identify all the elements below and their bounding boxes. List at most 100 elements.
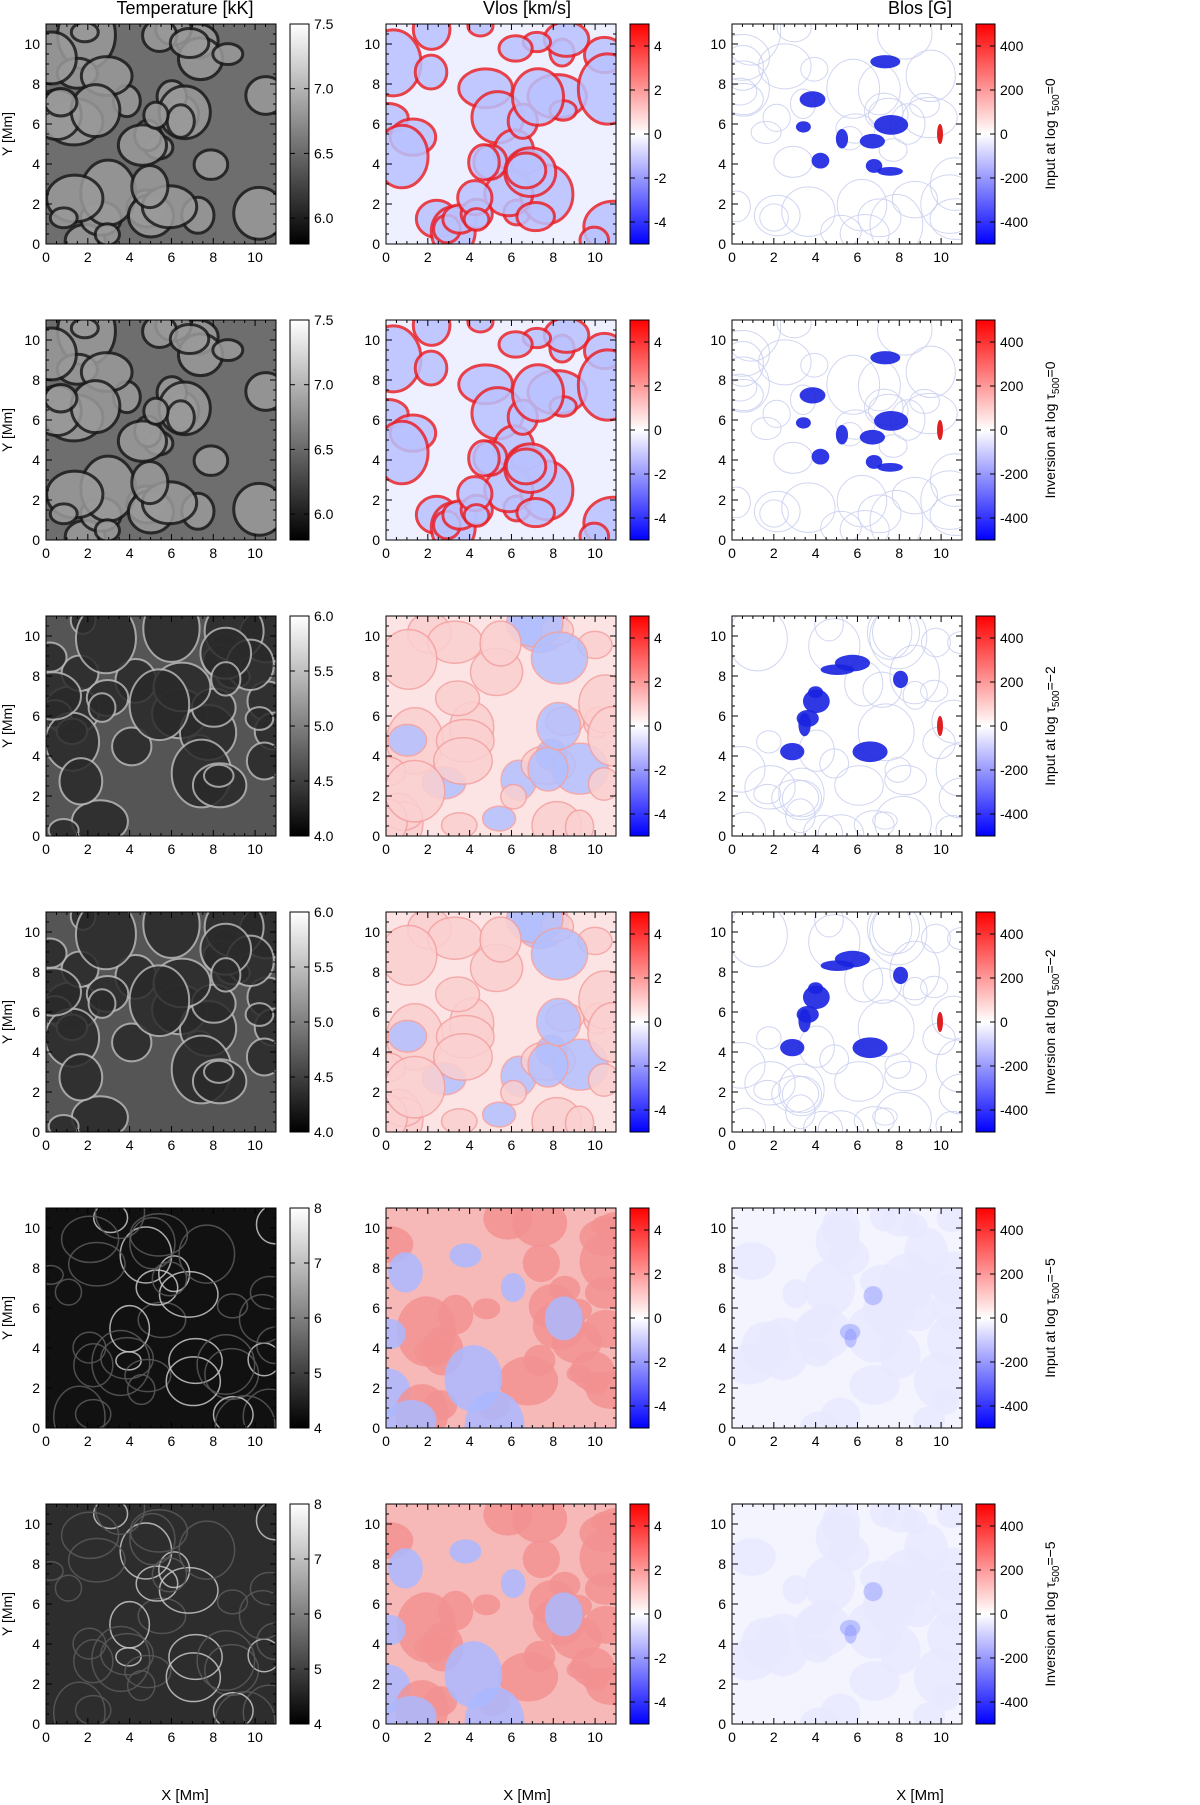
x-tick-label: 0 bbox=[382, 841, 390, 857]
heatmap-cell bbox=[536, 701, 582, 751]
colorbar-tick-label: -4 bbox=[654, 214, 667, 230]
heatmap-cell bbox=[891, 180, 938, 219]
x-tick-label: 0 bbox=[42, 545, 50, 561]
heatmap-cell bbox=[232, 481, 276, 537]
x-tick-label: 2 bbox=[424, 545, 432, 561]
heatmap-cell bbox=[869, 616, 928, 670]
heatmap-cell bbox=[778, 767, 825, 821]
y-tick-label: 10 bbox=[710, 1516, 726, 1532]
heatmap-cell bbox=[732, 44, 764, 91]
y-tick-label: 6 bbox=[718, 412, 726, 428]
heatmap-cell bbox=[438, 1590, 474, 1631]
magnetic-concentration bbox=[795, 417, 811, 429]
heatmap-cell bbox=[515, 200, 556, 233]
colorbar-tick-label: 0 bbox=[1000, 1606, 1008, 1622]
heatmap-cell bbox=[804, 1259, 856, 1316]
colorbar-tick-label: 4 bbox=[654, 38, 662, 54]
heatmap-cell bbox=[92, 1504, 129, 1530]
colorbar-tick-label: -4 bbox=[654, 806, 667, 822]
y-tick-label: 6 bbox=[718, 708, 726, 724]
x-tick-label: 4 bbox=[126, 249, 134, 265]
x-tick-label: 8 bbox=[895, 249, 903, 265]
x-tick-label: 2 bbox=[770, 1137, 778, 1153]
x-tick-label: 10 bbox=[933, 1729, 949, 1745]
heatmap-cell bbox=[802, 1636, 833, 1663]
heatmap-cell bbox=[877, 320, 933, 356]
heatmap-cell bbox=[128, 668, 191, 742]
colorbar-tick-label: 2 bbox=[654, 970, 662, 986]
colorbar-tick-label: 4 bbox=[314, 1420, 322, 1436]
heatmap-cell bbox=[73, 1639, 114, 1684]
colorbar-tick-label: 200 bbox=[1000, 82, 1024, 98]
heatmap-cell bbox=[67, 1537, 126, 1583]
column-title-vlos: Vlos [km/s] bbox=[483, 0, 571, 18]
colorbar-tick-label: 6.5 bbox=[314, 145, 334, 161]
heatmap-cell bbox=[129, 1509, 189, 1553]
x-tick-label: 8 bbox=[209, 545, 217, 561]
x-tick-label: 4 bbox=[126, 545, 134, 561]
heatmap-cell bbox=[142, 616, 201, 663]
heatmap-cell bbox=[124, 1654, 172, 1689]
x-tick-label: 6 bbox=[508, 249, 516, 265]
heatmap-image bbox=[732, 616, 962, 836]
y-tick-label: 6 bbox=[372, 1300, 380, 1316]
heatmap-cell bbox=[932, 1388, 960, 1415]
heatmap-cell bbox=[732, 82, 764, 116]
heatmap-cell bbox=[386, 1055, 446, 1119]
magnetic-concentration bbox=[795, 121, 811, 133]
x-tick-label: 10 bbox=[933, 1137, 949, 1153]
heatmap-cell bbox=[109, 1304, 151, 1353]
y-tick-label: 6 bbox=[718, 1300, 726, 1316]
colorbar-tick-label: 2 bbox=[654, 1562, 662, 1578]
x-tick-label: 10 bbox=[247, 545, 263, 561]
colorbar-tick-label: -400 bbox=[1000, 1398, 1028, 1414]
magnetic-concentration bbox=[893, 966, 909, 985]
y-tick-label: 0 bbox=[32, 1420, 40, 1436]
heatmap-image bbox=[386, 912, 616, 1132]
heatmap-image bbox=[386, 320, 616, 540]
heatmap-cell bbox=[587, 767, 616, 802]
panel-r5-c2: 0 2 4 6 8 10 0 2 4 6 8 10 -4 -2 0 2 4 bbox=[364, 1207, 667, 1449]
magnetic-concentration bbox=[852, 741, 888, 763]
x-tick-label: 2 bbox=[770, 545, 778, 561]
x-tick-label: 2 bbox=[84, 1433, 92, 1449]
heatmap-cell bbox=[244, 1002, 275, 1027]
heatmap-cell bbox=[785, 798, 816, 834]
heatmap-cell bbox=[899, 1291, 937, 1332]
y-tick-label: 2 bbox=[32, 1676, 40, 1692]
x-tick-label: 8 bbox=[209, 841, 217, 857]
heatmap-cell bbox=[212, 1395, 254, 1428]
heatmap-cell bbox=[732, 24, 782, 66]
heatmap-cell bbox=[566, 1364, 591, 1383]
magnetic-concentration bbox=[870, 351, 901, 365]
y-tick-label: 10 bbox=[364, 1220, 380, 1236]
heatmap-cell bbox=[178, 1224, 236, 1284]
y-tick-label: 0 bbox=[372, 532, 380, 548]
heatmap-cell bbox=[387, 723, 428, 757]
heatmap-cell bbox=[536, 997, 582, 1047]
colorbar-tick-label: -4 bbox=[654, 1398, 667, 1414]
heatmap-cell bbox=[596, 1212, 616, 1241]
heatmap-cell bbox=[834, 1061, 884, 1102]
heatmap-cell bbox=[878, 138, 908, 162]
heatmap-cell bbox=[87, 988, 117, 1019]
heatmap-cell bbox=[817, 1110, 865, 1132]
heatmap-cell bbox=[440, 1107, 478, 1132]
x-tick-label: 8 bbox=[209, 249, 217, 265]
magnetic-concentration bbox=[798, 712, 811, 737]
x-tick-label: 4 bbox=[126, 1433, 134, 1449]
heatmap-cell bbox=[158, 1551, 191, 1589]
heatmap-cell bbox=[46, 671, 82, 721]
x-tick-label: 6 bbox=[168, 1729, 176, 1745]
heatmap-cell bbox=[238, 1589, 276, 1640]
y-tick-label: 4 bbox=[372, 452, 380, 468]
row-label: Inversion at log τ500=−5 bbox=[1042, 1541, 1062, 1686]
heatmap-cell bbox=[732, 356, 770, 413]
colorbar-tick-label: 0 bbox=[1000, 126, 1008, 142]
x-tick-label: 8 bbox=[895, 1433, 903, 1449]
colorbar-tick-label: 2 bbox=[654, 674, 662, 690]
heatmap-cell bbox=[91, 1625, 151, 1693]
y-tick-label: 0 bbox=[32, 1716, 40, 1732]
heatmap-cell bbox=[242, 1388, 276, 1428]
heatmap-cell bbox=[732, 616, 788, 672]
